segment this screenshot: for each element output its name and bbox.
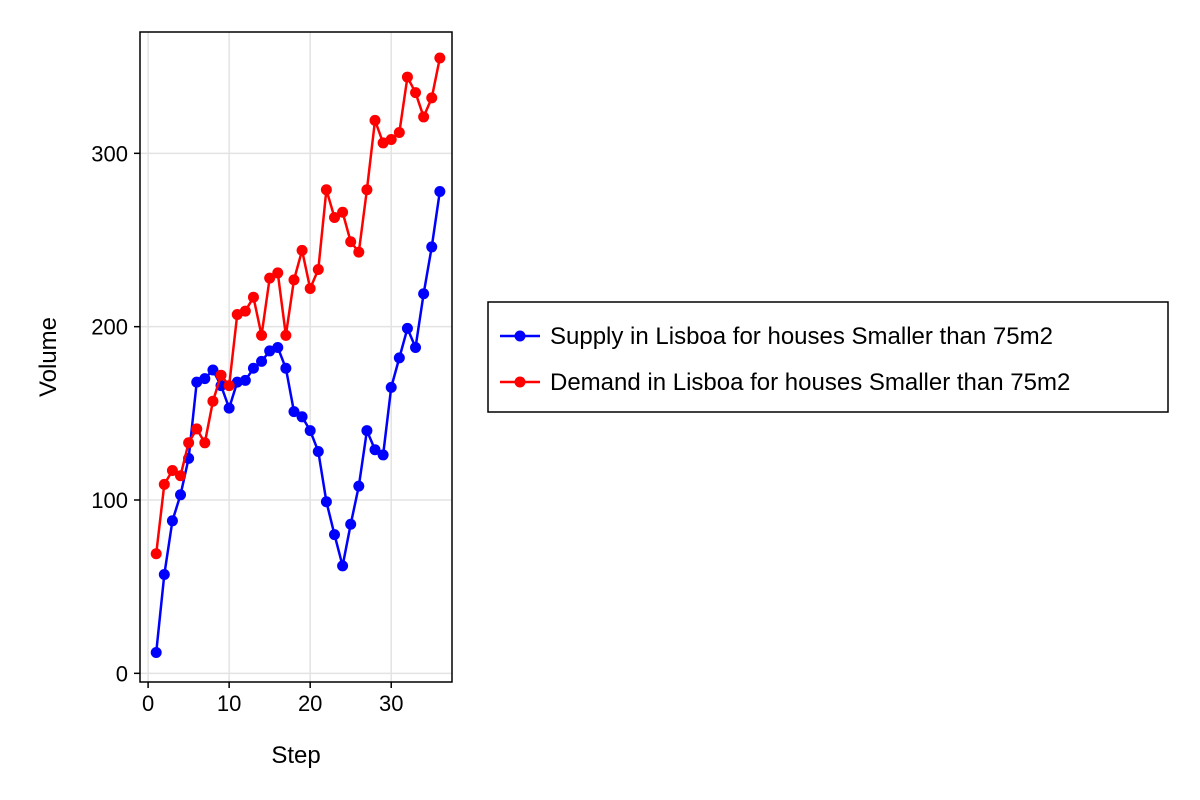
series-layer bbox=[150, 52, 446, 659]
legend-item: Supply in Lisboa for houses Smaller than… bbox=[500, 323, 1053, 350]
data-point bbox=[385, 133, 397, 145]
data-point bbox=[158, 569, 170, 581]
data-point bbox=[393, 127, 405, 139]
data-point bbox=[434, 185, 446, 197]
data-point bbox=[410, 87, 422, 99]
data-point bbox=[199, 437, 211, 449]
data-point bbox=[385, 381, 397, 393]
data-point bbox=[239, 374, 251, 386]
data-point bbox=[175, 489, 187, 501]
legend: Supply in Lisboa for houses Smaller than… bbox=[487, 301, 1169, 413]
legend-item: Demand in Lisboa for houses Smaller than… bbox=[500, 369, 1070, 396]
data-point bbox=[296, 244, 308, 256]
data-point bbox=[434, 52, 446, 64]
data-point bbox=[401, 71, 413, 83]
data-point bbox=[256, 329, 268, 341]
y-tick-label: 0 bbox=[116, 661, 128, 686]
data-point bbox=[175, 470, 187, 482]
y-axis-title: Volume bbox=[35, 317, 62, 397]
data-point bbox=[199, 373, 211, 385]
data-point bbox=[328, 529, 340, 541]
data-point bbox=[410, 341, 422, 353]
data-point bbox=[158, 478, 170, 490]
data-point bbox=[150, 647, 162, 659]
data-point bbox=[166, 515, 178, 527]
grid bbox=[140, 32, 452, 682]
x-tick-label: 20 bbox=[298, 691, 322, 716]
series-demand bbox=[150, 52, 446, 560]
y-tick-label: 300 bbox=[91, 141, 128, 166]
data-point bbox=[353, 246, 365, 258]
data-point bbox=[418, 288, 430, 300]
x-tick-label: 30 bbox=[379, 691, 403, 716]
data-point bbox=[426, 92, 438, 104]
data-point bbox=[207, 395, 219, 407]
x-axis-title: Step bbox=[271, 742, 320, 769]
data-point bbox=[361, 425, 373, 437]
data-point bbox=[215, 369, 227, 381]
data-point bbox=[393, 352, 405, 364]
data-point bbox=[418, 111, 430, 123]
legend-swatch-marker bbox=[514, 330, 526, 342]
y-tick-label: 200 bbox=[91, 315, 128, 340]
data-point bbox=[247, 362, 259, 374]
data-point bbox=[191, 423, 203, 435]
data-point bbox=[353, 480, 365, 492]
data-point bbox=[207, 364, 219, 376]
data-point bbox=[288, 274, 300, 286]
data-point bbox=[264, 272, 276, 284]
data-point bbox=[304, 283, 316, 295]
x-tick-label: 0 bbox=[142, 691, 154, 716]
data-point bbox=[337, 206, 349, 218]
data-point bbox=[345, 236, 357, 248]
data-point bbox=[304, 425, 316, 437]
data-point bbox=[345, 518, 357, 530]
data-point bbox=[223, 402, 235, 414]
data-point bbox=[361, 184, 373, 196]
data-point bbox=[312, 263, 324, 275]
data-point bbox=[426, 241, 438, 253]
data-point bbox=[247, 291, 259, 303]
data-point bbox=[280, 362, 292, 374]
plot-frame bbox=[139, 31, 453, 683]
series-supply bbox=[150, 185, 446, 659]
y-tick-label: 100 bbox=[91, 488, 128, 513]
data-point bbox=[256, 355, 268, 367]
data-point bbox=[328, 211, 340, 223]
x-tick-label: 10 bbox=[217, 691, 241, 716]
data-point bbox=[272, 341, 284, 353]
data-point bbox=[369, 444, 381, 456]
data-point bbox=[183, 437, 195, 449]
data-point bbox=[223, 380, 235, 392]
data-point bbox=[377, 449, 389, 461]
data-point bbox=[288, 406, 300, 418]
data-point bbox=[166, 465, 178, 477]
data-point bbox=[312, 445, 324, 457]
data-point bbox=[320, 184, 332, 196]
data-point bbox=[320, 496, 332, 508]
data-point bbox=[296, 411, 308, 423]
legend-swatch-marker bbox=[514, 376, 526, 388]
legend-label: Demand in Lisboa for houses Smaller than… bbox=[550, 369, 1070, 396]
data-point bbox=[272, 267, 284, 279]
data-point bbox=[239, 305, 251, 317]
data-point bbox=[337, 560, 349, 572]
data-point bbox=[401, 322, 413, 334]
legend-label: Supply in Lisboa for houses Smaller than… bbox=[550, 323, 1053, 350]
data-point bbox=[369, 114, 381, 126]
data-point bbox=[280, 329, 292, 341]
legend-box bbox=[487, 301, 1169, 413]
data-point bbox=[150, 548, 162, 560]
